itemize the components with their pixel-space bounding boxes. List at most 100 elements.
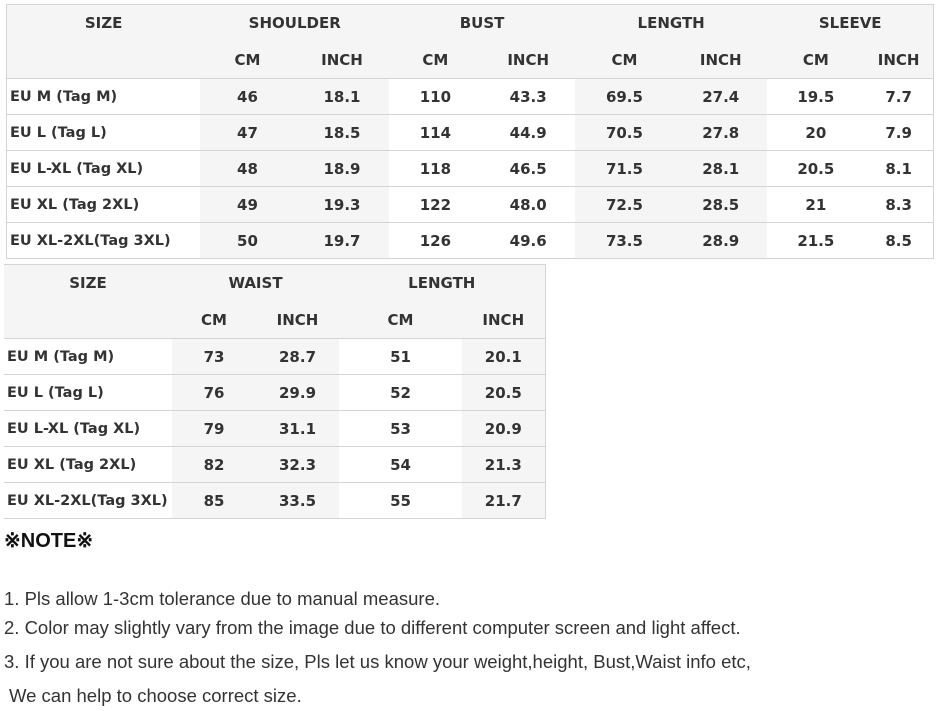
note-line-2: 2. Color may slightly vary from the imag… xyxy=(4,617,741,638)
size-cell: EU M (Tag M) xyxy=(6,78,201,115)
length-cm-cell: 69.5 xyxy=(574,78,675,115)
size-cell: EU L (Tag L) xyxy=(6,114,201,151)
bust-header: BUST xyxy=(389,4,575,41)
shoulder-cm-cell: 49 xyxy=(200,186,295,223)
length-inch-cell: 20.5 xyxy=(462,374,546,411)
waist-inch-cell: 28.7 xyxy=(256,338,340,375)
top-size-table: SIZE SHOULDER BUST LENGTH SLEEVE CM INCH… xyxy=(6,4,934,259)
length-cm-cell: 52 xyxy=(339,374,463,411)
sleeve-inch-cell: 7.7 xyxy=(864,78,934,115)
table-row: EU XL-2XL(Tag 3XL) 50 19.7 126 49.6 73.5… xyxy=(6,222,934,259)
shoulder-inch-cell: 18.1 xyxy=(294,78,390,115)
bust-cm-cell: 114 xyxy=(389,114,482,151)
bust-inch-unit: INCH xyxy=(481,41,575,79)
sleeve-cm-cell: 20 xyxy=(767,114,865,151)
waist-cm-cell: 73 xyxy=(172,338,256,375)
waist-inch-unit: INCH xyxy=(256,301,340,339)
size-cell: EU L-XL (Tag XL) xyxy=(4,410,172,447)
length-cm-cell: 72.5 xyxy=(574,186,675,223)
bottom-size-table: SIZE WAIST LENGTH CM INCH CM INCH EU M (… xyxy=(4,264,546,519)
table-row: EU L-XL (Tag XL) 48 18.9 118 46.5 71.5 2… xyxy=(6,150,934,187)
waist-cm-cell: 82 xyxy=(172,446,256,483)
sleeve-inch-cell: 8.1 xyxy=(864,150,934,187)
length-inch-unit: INCH xyxy=(462,301,546,339)
note-title: ※NOTE※ xyxy=(4,530,94,552)
unit-row: CM INCH CM INCH CM INCH CM INCH xyxy=(6,41,934,79)
size-cell: EU XL-2XL(Tag 3XL) xyxy=(4,482,172,519)
shoulder-inch-cell: 19.3 xyxy=(294,186,390,223)
bust-inch-cell: 48.0 xyxy=(481,186,575,223)
unit-empty xyxy=(4,301,172,339)
shoulder-cm-unit: CM xyxy=(200,41,295,79)
shoulder-cm-cell: 46 xyxy=(200,78,295,115)
sleeve-cm-unit: CM xyxy=(767,41,865,79)
length-cm-cell: 54 xyxy=(339,446,463,483)
sleeve-cm-cell: 19.5 xyxy=(767,78,865,115)
sleeve-inch-cell: 8.5 xyxy=(864,222,934,259)
bust-cm-cell: 118 xyxy=(389,150,482,187)
size-cell: EU XL (Tag 2XL) xyxy=(4,446,172,483)
waist-cm-cell: 79 xyxy=(172,410,256,447)
waist-inch-cell: 33.5 xyxy=(256,482,340,519)
bust-inch-cell: 44.9 xyxy=(481,114,575,151)
header-row: SIZE SHOULDER BUST LENGTH SLEEVE xyxy=(6,4,934,41)
size-cell: EU L-XL (Tag XL) xyxy=(6,150,201,187)
sleeve-cm-cell: 20.5 xyxy=(767,150,865,187)
size-cell: EU M (Tag M) xyxy=(4,338,172,375)
bust-cm-unit: CM xyxy=(389,41,482,79)
table-row: EU M (Tag M) 46 18.1 110 43.3 69.5 27.4 … xyxy=(6,78,934,115)
bust-cm-cell: 110 xyxy=(389,78,482,115)
sleeve-inch-cell: 7.9 xyxy=(864,114,934,151)
length-header: LENGTH xyxy=(574,4,768,41)
waist-cm-cell: 76 xyxy=(172,374,256,411)
shoulder-header: SHOULDER xyxy=(200,4,390,41)
length-cm-cell: 73.5 xyxy=(574,222,675,259)
header-row: SIZE WAIST LENGTH xyxy=(4,264,546,301)
sleeve-cm-cell: 21 xyxy=(767,186,865,223)
length-inch-cell: 21.7 xyxy=(462,482,546,519)
bust-cm-cell: 122 xyxy=(389,186,482,223)
table-row: EU XL (Tag 2XL) 49 19.3 122 48.0 72.5 28… xyxy=(6,186,934,223)
length-inch-cell: 27.4 xyxy=(674,78,768,115)
waist-cm-cell: 85 xyxy=(172,482,256,519)
size-cell: EU L (Tag L) xyxy=(4,374,172,411)
waist-inch-cell: 32.3 xyxy=(256,446,340,483)
sleeve-inch-unit: INCH xyxy=(864,41,934,79)
bust-inch-cell: 49.6 xyxy=(481,222,575,259)
table-row: EU XL-2XL(Tag 3XL) 85 33.5 55 21.7 xyxy=(4,482,546,519)
bust-cm-cell: 126 xyxy=(389,222,482,259)
length-cm-unit: CM xyxy=(339,301,463,339)
unit-empty xyxy=(6,41,201,79)
waist-inch-cell: 31.1 xyxy=(256,410,340,447)
length-inch-cell: 20.9 xyxy=(462,410,546,447)
note-line-1: 1. Pls allow 1-3cm tolerance due to manu… xyxy=(4,588,440,609)
size-cell: EU XL (Tag 2XL) xyxy=(6,186,201,223)
table-row: EU L-XL (Tag XL) 79 31.1 53 20.9 xyxy=(4,410,546,447)
length-inch-cell: 21.3 xyxy=(462,446,546,483)
table-row: EU L (Tag L) 76 29.9 52 20.5 xyxy=(4,374,546,411)
length-inch-cell: 20.1 xyxy=(462,338,546,375)
waist-header: WAIST xyxy=(172,264,340,301)
shoulder-cm-cell: 47 xyxy=(200,114,295,151)
length-inch-cell: 27.8 xyxy=(674,114,768,151)
bust-inch-cell: 46.5 xyxy=(481,150,575,187)
shoulder-inch-cell: 18.5 xyxy=(294,114,390,151)
table-row: EU L (Tag L) 47 18.5 114 44.9 70.5 27.8 … xyxy=(6,114,934,151)
length-inch-cell: 28.9 xyxy=(674,222,768,259)
size-cell: EU XL-2XL(Tag 3XL) xyxy=(6,222,201,259)
length-inch-cell: 28.1 xyxy=(674,150,768,187)
note-line-3: 3. If you are not sure about the size, P… xyxy=(4,651,751,672)
length-cm-cell: 53 xyxy=(339,410,463,447)
note-line-4: We can help to choose correct size. xyxy=(9,685,302,706)
unit-row: CM INCH CM INCH xyxy=(4,301,546,339)
length-header: LENGTH xyxy=(339,264,546,301)
table-row: EU M (Tag M) 73 28.7 51 20.1 xyxy=(4,338,546,375)
length-inch-cell: 28.5 xyxy=(674,186,768,223)
shoulder-inch-cell: 18.9 xyxy=(294,150,390,187)
sleeve-header: SLEEVE xyxy=(767,4,934,41)
length-cm-cell: 55 xyxy=(339,482,463,519)
length-cm-cell: 71.5 xyxy=(574,150,675,187)
shoulder-inch-unit: INCH xyxy=(294,41,390,79)
table-row: EU XL (Tag 2XL) 82 32.3 54 21.3 xyxy=(4,446,546,483)
waist-cm-unit: CM xyxy=(172,301,256,339)
